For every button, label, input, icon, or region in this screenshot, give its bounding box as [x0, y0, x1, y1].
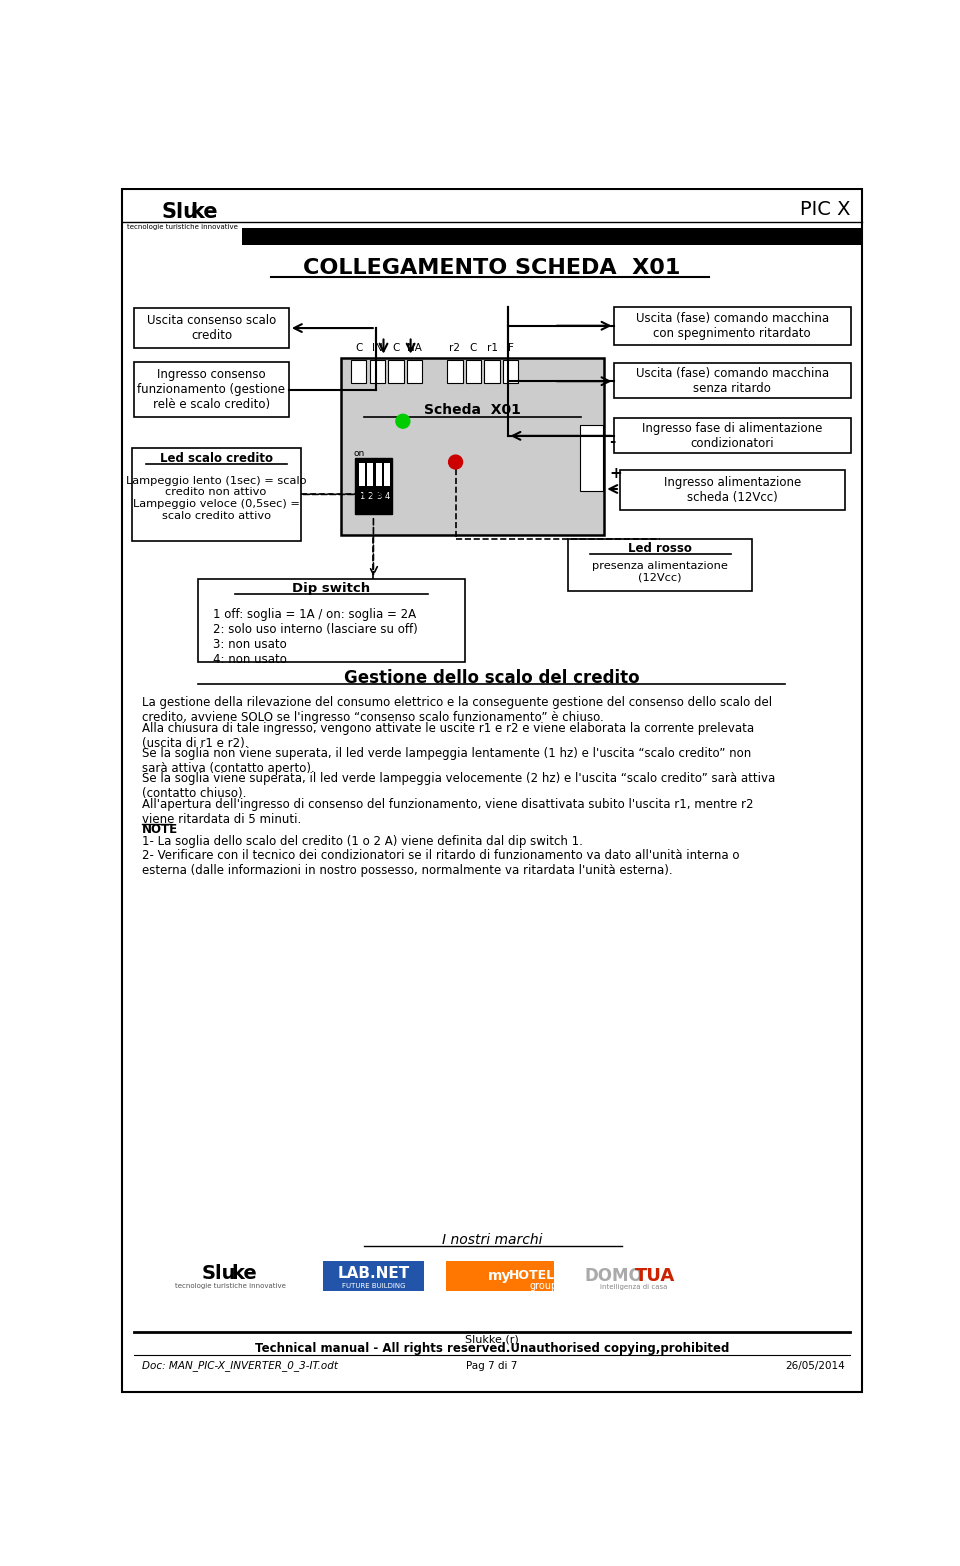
Text: +: + — [609, 467, 622, 481]
FancyBboxPatch shape — [568, 539, 753, 592]
Text: Ingresso consenso
funzionamento (gestione
relè e scalo credito): Ingresso consenso funzionamento (gestion… — [137, 368, 285, 412]
FancyBboxPatch shape — [580, 424, 603, 490]
Circle shape — [448, 456, 463, 468]
FancyBboxPatch shape — [359, 464, 365, 485]
Text: COLLEGAMENTO SCHEDA  X01: COLLEGAMENTO SCHEDA X01 — [303, 258, 681, 279]
Text: intelligenza di casa: intelligenza di casa — [600, 1284, 667, 1290]
FancyBboxPatch shape — [355, 459, 392, 514]
Text: Slukke (r): Slukke (r) — [466, 1334, 518, 1345]
FancyBboxPatch shape — [614, 307, 851, 345]
Text: Technical manual - All rights reserved.Unauthorised copying,prohibited: Technical manual - All rights reserved.U… — [254, 1342, 730, 1355]
Text: 3: 3 — [376, 492, 381, 501]
Text: tecnologie turistiche innovative: tecnologie turistiche innovative — [176, 1283, 286, 1289]
FancyBboxPatch shape — [351, 360, 367, 382]
Text: Uscita (fase) comando macchina
con spegnimento ritardato: Uscita (fase) comando macchina con spegn… — [636, 312, 828, 340]
Text: I nostri marchi: I nostri marchi — [442, 1232, 542, 1247]
FancyBboxPatch shape — [466, 360, 481, 382]
Text: Lampeggio lento (1sec) = scalo
credito non attivo
Lampeggio veloce (0,5sec) =
sc: Lampeggio lento (1sec) = scalo credito n… — [126, 476, 306, 520]
Text: IN: IN — [372, 343, 383, 354]
FancyBboxPatch shape — [614, 363, 851, 398]
FancyBboxPatch shape — [620, 470, 845, 511]
FancyBboxPatch shape — [614, 418, 851, 453]
FancyBboxPatch shape — [370, 360, 385, 382]
Text: Led scalo credito: Led scalo credito — [159, 451, 273, 465]
Text: Se la soglia non viene superata, il led verde lampeggia lentamente (1 hz) e l'us: Se la soglia non viene superata, il led … — [142, 747, 751, 775]
Text: 4: 4 — [385, 492, 390, 501]
Text: Slu: Slu — [162, 202, 199, 222]
Text: All'apertura dell'ingresso di consenso del funzionamento, viene disattivata subi: All'apertura dell'ingresso di consenso d… — [142, 797, 754, 825]
FancyBboxPatch shape — [134, 309, 289, 348]
Text: PIC X: PIC X — [800, 200, 851, 219]
Text: Alla chiusura di tale ingresso, vengono attivate le uscite r1 e r2 e viene elabo: Alla chiusura di tale ingresso, vengono … — [142, 722, 754, 750]
Text: Se la soglia viene superata, il led verde lampeggia velocemente (2 hz) e l'uscit: Se la soglia viene superata, il led verd… — [142, 772, 775, 800]
FancyBboxPatch shape — [384, 464, 391, 485]
FancyBboxPatch shape — [368, 464, 373, 485]
Text: 1- La soglia dello scalo del credito (1 o 2 A) viene definita dal dip switch 1.: 1- La soglia dello scalo del credito (1 … — [142, 836, 583, 849]
Text: 1 off: soglia = 1A / on: soglia = 2A
2: solo uso interno (lasciare su off)
3: no: 1 off: soglia = 1A / on: soglia = 2A 2: … — [213, 608, 418, 667]
Text: presenza alimentazione
(12Vcc): presenza alimentazione (12Vcc) — [592, 561, 728, 583]
FancyBboxPatch shape — [484, 360, 500, 382]
Text: NA: NA — [407, 343, 422, 354]
FancyBboxPatch shape — [445, 1261, 554, 1290]
Text: TUA: TUA — [635, 1267, 675, 1286]
Text: FUTURE BUILDING: FUTURE BUILDING — [342, 1283, 405, 1289]
Text: 1: 1 — [359, 492, 365, 501]
Text: F: F — [508, 343, 514, 354]
Text: on: on — [353, 449, 365, 459]
Text: Slu: Slu — [202, 1264, 236, 1283]
Text: ke: ke — [190, 202, 218, 222]
Text: Led rosso: Led rosso — [628, 542, 692, 554]
Text: Doc: MAN_PIC-X_INVERTER_0_3-IT.odt: Doc: MAN_PIC-X_INVERTER_0_3-IT.odt — [142, 1361, 338, 1372]
Text: La gestione della rilevazione del consumo elettrico e la conseguente gestione de: La gestione della rilevazione del consum… — [142, 697, 772, 723]
Text: C: C — [469, 343, 477, 354]
Text: Uscita (fase) comando macchina
senza ritardo: Uscita (fase) comando macchina senza rit… — [636, 366, 828, 395]
FancyBboxPatch shape — [447, 360, 463, 382]
Text: Uscita consenso scalo
credito: Uscita consenso scalo credito — [147, 315, 276, 341]
Text: HOTEL: HOTEL — [509, 1270, 556, 1283]
Text: my: my — [488, 1268, 512, 1283]
FancyBboxPatch shape — [243, 229, 862, 244]
Text: group: group — [529, 1281, 557, 1290]
Text: DOMO: DOMO — [585, 1267, 643, 1286]
Text: Dip switch: Dip switch — [292, 583, 370, 595]
FancyBboxPatch shape — [198, 579, 465, 662]
Text: Gestione dello scalo del credito: Gestione dello scalo del credito — [345, 669, 639, 686]
Text: Scheda  X01: Scheda X01 — [424, 404, 521, 418]
Text: Pag 7 di 7: Pag 7 di 7 — [467, 1361, 517, 1370]
FancyBboxPatch shape — [375, 464, 382, 485]
FancyBboxPatch shape — [134, 362, 289, 418]
FancyBboxPatch shape — [503, 360, 518, 382]
Text: 26/05/2014: 26/05/2014 — [785, 1361, 845, 1370]
Text: Ingresso fase di alimentazione
condizionatori: Ingresso fase di alimentazione condizion… — [642, 421, 823, 449]
Text: -: - — [609, 434, 615, 449]
Text: tecnologie turistiche innovative: tecnologie turistiche innovative — [127, 224, 237, 230]
Text: 2- Verificare con il tecnico dei condizionatori se il ritardo di funzionamento v: 2- Verificare con il tecnico dei condizi… — [142, 849, 739, 877]
Text: LAB.NET: LAB.NET — [337, 1267, 410, 1281]
Text: ke: ke — [231, 1264, 257, 1283]
Text: r1: r1 — [487, 343, 497, 354]
Text: 2: 2 — [368, 492, 372, 501]
Text: C: C — [355, 343, 362, 354]
FancyBboxPatch shape — [324, 1261, 423, 1290]
Text: NOTE: NOTE — [142, 824, 178, 836]
Text: r2: r2 — [449, 343, 460, 354]
FancyBboxPatch shape — [341, 359, 605, 536]
FancyBboxPatch shape — [407, 360, 422, 382]
Text: Ingresso alimentazione
scheda (12Vcc): Ingresso alimentazione scheda (12Vcc) — [663, 476, 801, 504]
FancyBboxPatch shape — [122, 189, 862, 1392]
Circle shape — [396, 415, 410, 428]
Text: C: C — [393, 343, 399, 354]
FancyBboxPatch shape — [388, 360, 403, 382]
FancyBboxPatch shape — [132, 448, 300, 540]
